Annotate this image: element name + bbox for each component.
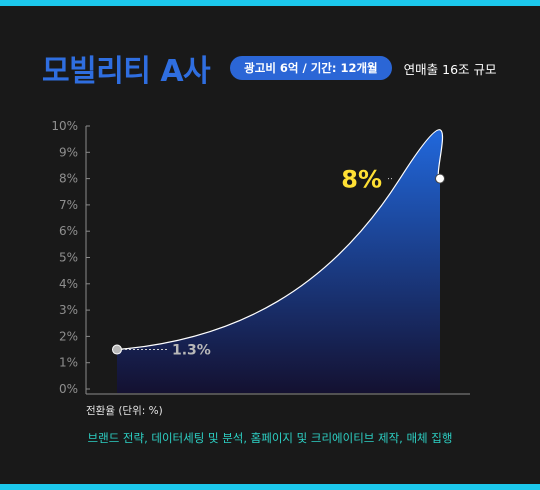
y-tick-label: 7% [59,198,78,212]
start-value-label: 1.3% [172,343,211,359]
service-description: 브랜드 전략, 데이터세팅 및 분석, 홈페이지 및 크리에이티브 제작, 매체… [87,431,453,445]
y-tick-label: 9% [59,145,78,159]
y-tick-label: 10% [51,119,78,133]
top-accent-bar [0,0,540,6]
page-title: 모빌리티 A사 [42,54,211,89]
end-value-label: 8% [341,166,382,194]
series-line [116,129,444,351]
header: 모빌리티 A사 광고비 6억 / 기간: 12개월 연매출 16조 규모 [42,48,497,89]
y-tick-label: 2% [59,329,78,343]
y-tick-label: 6% [59,224,78,238]
y-tick-label: 5% [59,251,78,265]
budget-badge: 광고비 6억 / 기간: 12개월 [230,56,392,80]
end-point [435,173,445,184]
y-tick-label: 3% [59,303,78,317]
start-point [112,344,122,355]
area-fill [117,129,443,393]
y-tick-label: 1% [59,356,78,370]
y-axis-unit-label: 전환율 (단위: %) [86,405,163,417]
revenue-text: 연매출 16조 규모 [403,61,497,77]
y-tick-label: 8% [59,172,78,186]
bottom-accent-bar [0,484,540,490]
y-tick-label: 4% [59,277,78,291]
y-tick-label: 0% [59,382,78,396]
